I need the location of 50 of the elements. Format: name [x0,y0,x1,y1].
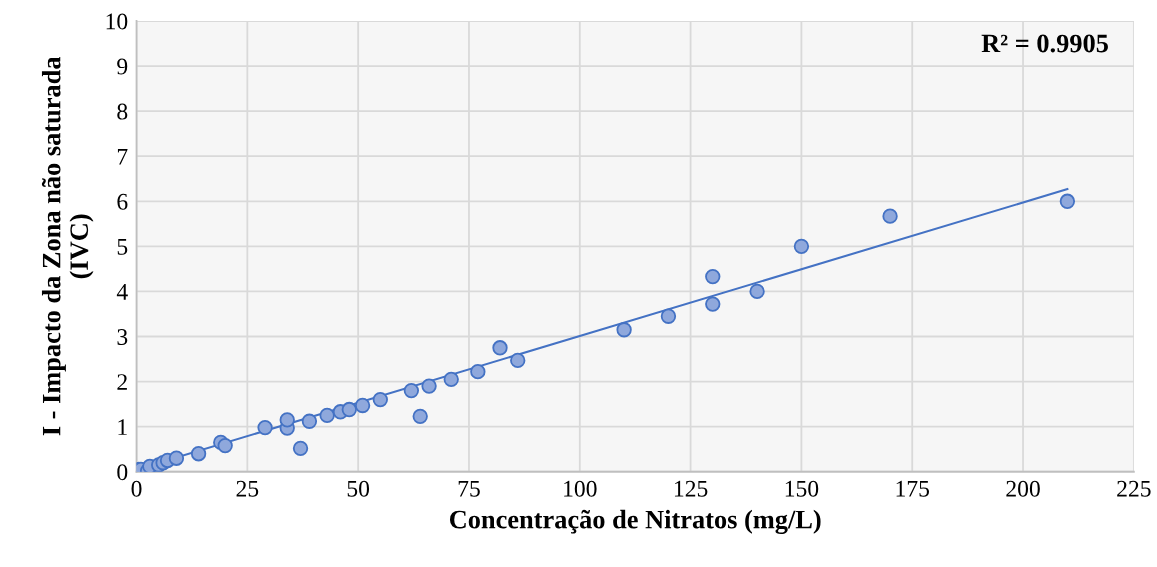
point [257,419,273,436]
point [301,413,318,429]
x-tick-label: 200 [1006,480,1040,497]
point [492,340,508,356]
y-tick-label: 7 [117,148,128,165]
y-tick-label: 0 [117,464,128,481]
point [510,352,526,369]
point [412,408,428,424]
y-axis-title: I - Impacto da Zona não saturada (IVC) [41,56,94,436]
point [372,391,388,408]
y-tick-label: 1 [118,419,127,435]
x-tick-label: 100 [564,480,597,497]
point [443,371,459,388]
point [421,378,437,394]
y-tick-label: 8 [117,103,128,120]
point [749,283,765,300]
point [882,208,898,224]
x-tick-label: 225 [1117,480,1151,497]
x-tick-label: 75 [458,481,480,497]
point [705,268,721,285]
point [470,364,486,380]
x-tick-label: 50 [347,480,370,497]
point [705,296,721,312]
point [793,238,810,255]
y-tick-label: 4 [116,284,128,300]
point [660,308,677,324]
x-tick-label: 25 [236,480,259,497]
point [292,440,309,456]
point [341,401,357,418]
x-tick-label: 0 [131,480,142,497]
point [319,407,335,424]
point [279,412,295,428]
x-axis-title: Concentração de Nitratos (mg/L) [449,509,821,535]
x-tick-label: 175 [896,480,930,497]
y-tick-label: 5 [117,239,128,255]
y-tick-label: 3 [117,329,128,345]
point [616,322,632,338]
y-tick-label: 10 [106,13,128,30]
point [403,382,420,399]
point [354,397,371,414]
annotation: R² = 0.9905 [981,34,1108,53]
point [168,450,185,466]
point [190,446,207,462]
point [217,437,233,454]
y-tick-label: 9 [117,58,128,75]
y-tick-label: 2 [117,374,127,390]
x-tick-label: 125 [674,480,708,497]
x-tick-label: 150 [785,480,819,497]
point [1059,193,1076,209]
y-tick-label: 6 [117,193,128,210]
